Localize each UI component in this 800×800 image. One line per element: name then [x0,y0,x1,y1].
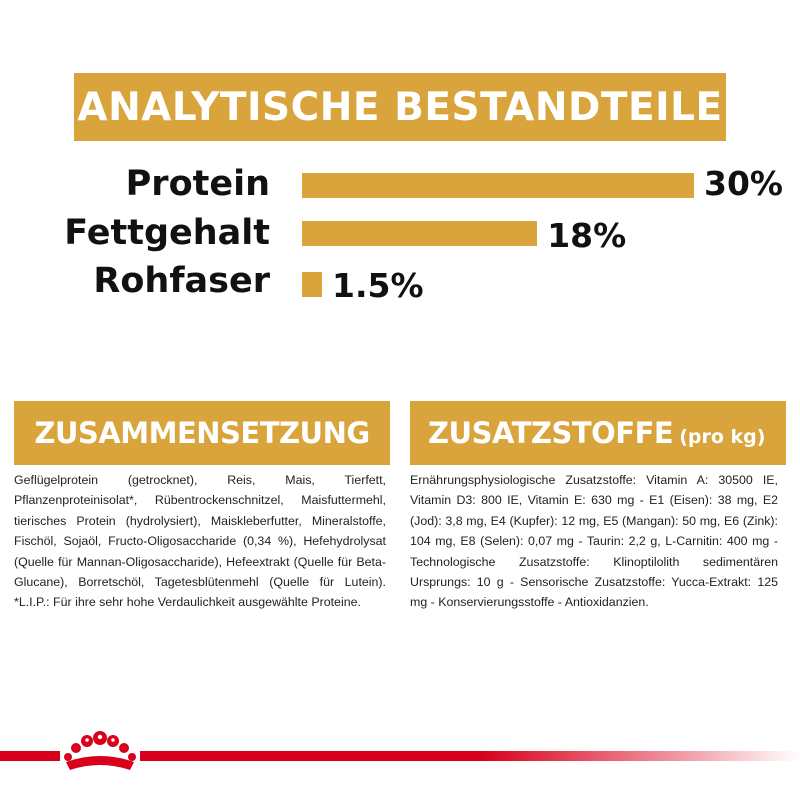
additives-header: ZUSATZSTOFFE (pro kg) [410,401,786,465]
metric-bar-rohfaser [302,272,322,297]
page-title: ANALYTISCHE BESTANDTEILE [77,84,723,130]
metric-value-protein: 30% [704,164,783,203]
additives-title: ZUSATZSTOFFE (pro kg) [428,416,765,450]
metric-bar-protein [302,173,694,198]
composition-text: Geflügelprotein (getrocknet), Reis, Mais… [14,473,386,610]
metric-label-protein: Protein [125,164,270,204]
additives-unit: (pro kg) [679,426,766,448]
composition-title: ZUSAMMENSETZUNG [34,416,370,450]
metric-label-rohfaser: Rohfaser [93,261,270,301]
metric-bar-fettgehalt [302,221,538,246]
title-banner: ANALYTISCHE BESTANDTEILE [74,73,726,141]
composition-header: ZUSAMMENSETZUNG [14,401,390,465]
metric-label-fettgehalt: Fettgehalt [64,213,270,253]
metric-value-fettgehalt: 18% [547,216,627,255]
metric-value-rohfaser: 1.5% [332,266,424,305]
additives-title-text: ZUSATZSTOFFE [428,416,674,450]
brand-stripe [0,751,800,761]
crown-icon [60,728,140,780]
additives-text: Ernährungsphysiologische Zusatzstoffe: V… [410,473,778,610]
